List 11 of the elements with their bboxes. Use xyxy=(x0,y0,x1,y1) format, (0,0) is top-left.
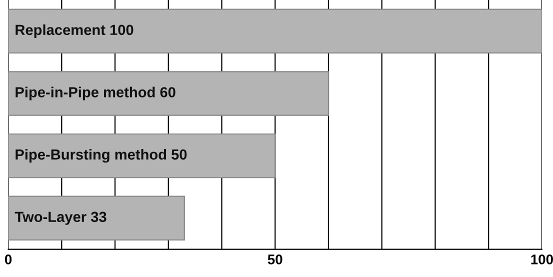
y-tick-label: Pipe-Bursting method 50 xyxy=(16,148,187,163)
bar xyxy=(8,8,542,54)
bar xyxy=(8,196,185,241)
x-tick-label: 100 xyxy=(531,254,553,264)
x-tick-label: 0 xyxy=(4,254,12,264)
bar xyxy=(8,71,330,116)
y-tick-label: Replacement 100 xyxy=(16,24,134,38)
y-tick-label: Pipe-in-Pipe method 60 xyxy=(16,86,176,100)
x-tick-label: 50 xyxy=(268,254,282,264)
y-tick-label: Two-Layer 33 xyxy=(14,212,106,225)
bar xyxy=(8,133,276,178)
